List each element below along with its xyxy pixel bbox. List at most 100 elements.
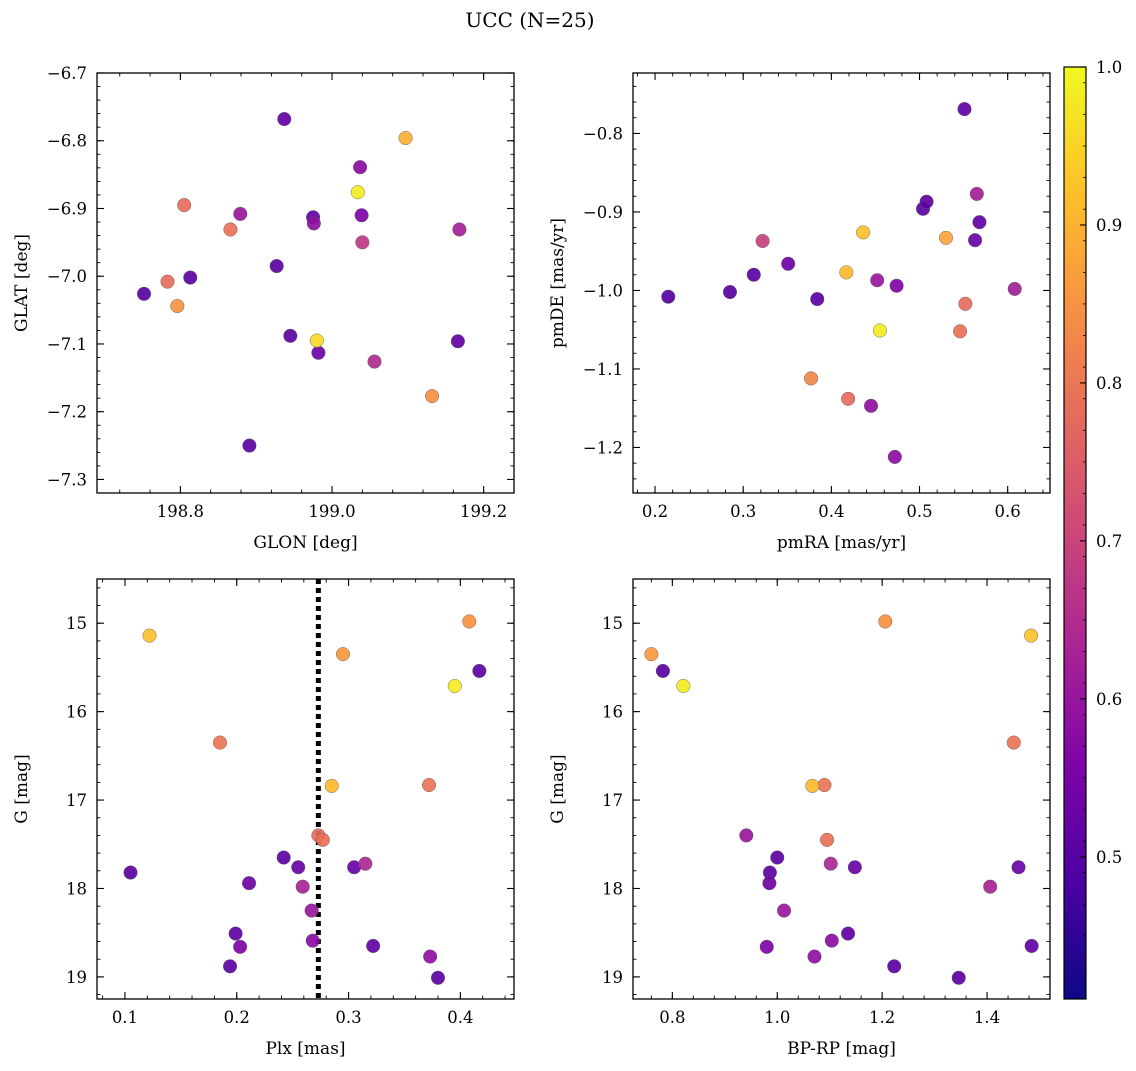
data-point — [770, 850, 785, 865]
data-point — [350, 185, 365, 200]
data-point — [722, 285, 737, 300]
data-point — [177, 198, 192, 213]
x-tick-label: 0.5 — [906, 502, 932, 521]
y-axis-label: G [mag] — [548, 754, 568, 823]
data-point — [233, 206, 248, 221]
y-tick-label: 18 — [66, 879, 87, 898]
y-tick-label: 17 — [602, 791, 623, 810]
data-point — [781, 256, 796, 271]
y-tick-label: 15 — [602, 614, 623, 633]
colorbar-tick-label: 0.9 — [1096, 216, 1122, 235]
colorbar-tick-label: 1.0 — [1096, 58, 1122, 77]
data-point — [759, 939, 774, 954]
data-point — [804, 371, 819, 386]
x-tick-label: 0.1 — [112, 1008, 138, 1027]
axes-frame — [96, 72, 515, 494]
data-point — [820, 832, 835, 847]
data-point — [919, 194, 934, 209]
data-point — [223, 959, 238, 974]
data-point — [295, 879, 310, 894]
data-point — [472, 663, 487, 678]
data-point — [755, 233, 770, 248]
x-tick-label: 1.4 — [974, 1008, 1000, 1027]
x-axis-label: pmRA [mas/yr] — [777, 533, 906, 553]
data-point — [661, 289, 676, 304]
y-tick-label: −1.2 — [583, 438, 623, 457]
data-point — [452, 222, 467, 237]
axes-frame — [632, 72, 1051, 494]
scatter-panel-4: 0.8 1.0 1.2 1.4 15 16 17 18 19 BP-RP [mag] G [mag] — [548, 578, 1051, 1059]
data-point — [183, 270, 198, 285]
x-tick-label: 199.0 — [308, 502, 355, 521]
data-point — [1007, 281, 1022, 296]
data-point — [242, 438, 257, 453]
data-point — [839, 265, 854, 280]
y-tick-label: 18 — [602, 879, 623, 898]
x-tick-label: 0.8 — [659, 1008, 685, 1027]
data-point — [233, 939, 248, 954]
x-tick-label: 199.2 — [460, 502, 507, 521]
data-point — [817, 778, 832, 793]
data-point — [423, 949, 438, 964]
y-tick-label: −0.9 — [583, 203, 623, 222]
y-tick-label: −7.3 — [47, 470, 87, 489]
y-tick-label: −7.0 — [47, 267, 87, 286]
x-tick-label: 0.6 — [995, 502, 1021, 521]
data-point — [972, 215, 987, 230]
scatter-panel-2: 0.2 0.3 0.4 0.5 0.6 −0.8 −0.9 −1.0 −1.1 −1.2 pmRA … — [548, 72, 1051, 553]
data-point — [305, 933, 320, 948]
data-point — [676, 678, 691, 693]
data-point — [644, 647, 659, 662]
data-point — [953, 324, 968, 339]
data-point — [311, 345, 326, 360]
data-point — [354, 208, 369, 223]
y-tick-label: −7.1 — [47, 335, 87, 354]
data-point — [983, 879, 998, 894]
y-tick-label: −1.0 — [583, 281, 623, 300]
data-point — [123, 865, 138, 880]
data-point — [324, 778, 339, 793]
data-point — [306, 216, 321, 231]
x-tick-label: 0.4 — [818, 502, 844, 521]
data-point — [353, 160, 368, 175]
x-tick-label: 0.2 — [224, 1008, 250, 1027]
data-point — [335, 647, 350, 662]
y-tick-label: 15 — [66, 614, 87, 633]
data-point — [958, 296, 973, 311]
data-point — [1024, 938, 1039, 953]
y-tick-label: 16 — [602, 703, 623, 722]
data-point — [807, 949, 822, 964]
data-point — [283, 328, 298, 343]
x-tick-label: 0.3 — [335, 1008, 361, 1027]
axes-frame — [96, 578, 515, 1000]
data-point — [957, 102, 972, 117]
data-point — [841, 391, 856, 406]
data-point — [938, 230, 953, 245]
y-tick-label: −6.7 — [47, 64, 87, 83]
y-tick-label: 19 — [66, 968, 87, 987]
y-tick-label: −0.8 — [583, 124, 623, 143]
data-point — [430, 970, 445, 985]
colorbar-gradient — [1063, 66, 1087, 1000]
x-tick-label: 0.2 — [642, 502, 668, 521]
data-point — [1024, 628, 1039, 643]
data-point — [277, 112, 292, 127]
data-point — [223, 222, 238, 237]
data-point — [856, 225, 871, 240]
colorbar-tick-label: 0.8 — [1096, 374, 1122, 393]
y-tick-label: −6.9 — [47, 199, 87, 218]
data-point — [228, 926, 243, 941]
y-axis-label: G [mag] — [12, 754, 32, 823]
x-tick-label: 0.4 — [447, 1008, 473, 1027]
data-point — [366, 938, 381, 953]
data-point — [805, 778, 820, 793]
data-point — [655, 663, 670, 678]
data-point — [398, 131, 413, 146]
y-tick-label: −1.1 — [583, 360, 623, 379]
data-point — [810, 292, 825, 307]
data-point — [242, 876, 257, 891]
data-point — [291, 860, 306, 875]
data-point — [212, 735, 227, 750]
data-point — [276, 850, 291, 865]
data-point — [358, 856, 373, 871]
